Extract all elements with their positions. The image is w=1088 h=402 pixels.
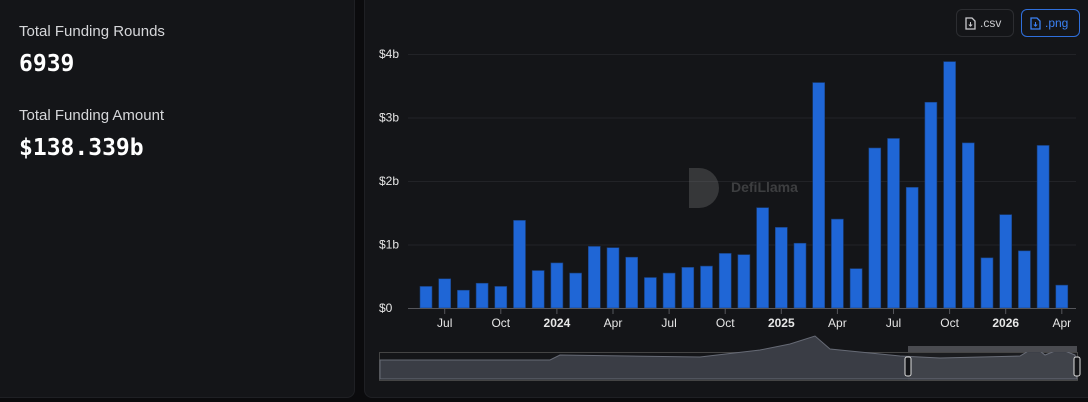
- total-rounds-label: Total Funding Rounds: [19, 23, 165, 40]
- bar-2024-04[interactable]: [606, 247, 620, 309]
- bar-2025-10[interactable]: [943, 61, 956, 309]
- bar-2024-03[interactable]: [587, 246, 601, 309]
- bar-2025-09[interactable]: [924, 101, 938, 309]
- y-tick-label: $4b: [379, 47, 399, 61]
- x-tick-label: 2025: [768, 316, 795, 330]
- bar-2024-10[interactable]: [718, 253, 732, 309]
- x-tick-label: Apr: [828, 316, 847, 330]
- x-tick-label: Oct: [716, 316, 735, 330]
- x-tick-label: Apr: [1052, 316, 1071, 330]
- slider-drag-bar[interactable]: [908, 346, 1077, 352]
- x-tick-label: 2024: [544, 316, 571, 330]
- x-tick-label: Jul: [437, 316, 452, 330]
- bar-2026-02[interactable]: [1018, 250, 1031, 309]
- download-png-button[interactable]: .png: [1021, 9, 1080, 37]
- bar-2026-04[interactable]: [1055, 284, 1069, 309]
- y-tick-label: $3b: [379, 111, 399, 125]
- slider-selected-range[interactable]: [908, 353, 1077, 381]
- bar-2026-01[interactable]: [999, 214, 1013, 309]
- x-tick-label: 2026: [992, 316, 1019, 330]
- bar-2024-08[interactable]: [681, 267, 695, 309]
- bar-2025-03[interactable]: [812, 82, 826, 309]
- y-tick-label: $0: [379, 301, 393, 315]
- watermark-text: DefiLlama: [731, 179, 798, 195]
- x-tick-label: Apr: [604, 316, 623, 330]
- bar-2024-01[interactable]: [550, 262, 564, 309]
- summary-panel: Total Funding Rounds 6939 Total Funding …: [0, 0, 355, 398]
- bar-2025-02[interactable]: [793, 242, 807, 309]
- bar-2024-02[interactable]: [569, 272, 582, 309]
- csv-label: .csv: [980, 16, 1002, 30]
- bar-2023-08[interactable]: [457, 289, 470, 309]
- total-rounds-value: 6939: [19, 51, 75, 77]
- bar-2025-05[interactable]: [849, 268, 863, 309]
- defillama-watermark: DefiLlama: [689, 168, 798, 208]
- bar-2023-12[interactable]: [531, 270, 545, 309]
- bar-2023-07[interactable]: [438, 278, 452, 309]
- bar-2026-03[interactable]: [1036, 145, 1050, 309]
- bar-2025-07[interactable]: [887, 138, 900, 309]
- bar-2025-01[interactable]: [774, 227, 788, 309]
- bar-2025-11[interactable]: [961, 142, 975, 309]
- bar-2023-09[interactable]: [475, 282, 489, 309]
- bar-2023-11[interactable]: [513, 220, 526, 309]
- y-tick-label: $1b: [379, 238, 399, 252]
- bar-2025-06[interactable]: [868, 147, 882, 309]
- x-tick-label: Oct: [940, 316, 959, 330]
- bar-2024-07[interactable]: [662, 272, 676, 309]
- slider-right-handle[interactable]: [1073, 356, 1081, 377]
- bar-2023-06[interactable]: [419, 286, 433, 309]
- bar-2025-04[interactable]: [831, 218, 844, 309]
- slider-left-handle[interactable]: [904, 356, 912, 377]
- file-download-icon: [965, 16, 976, 30]
- x-tick-label: Jul: [661, 316, 676, 330]
- bar-2024-09[interactable]: [700, 265, 713, 309]
- bar-2024-12[interactable]: [756, 207, 769, 309]
- file-image-icon: [1030, 16, 1041, 30]
- bar-2024-05[interactable]: [625, 256, 639, 309]
- total-amount-value: $138.339b: [19, 135, 144, 161]
- range-slider[interactable]: [379, 335, 1081, 381]
- total-amount-label: Total Funding Amount: [19, 107, 165, 124]
- png-label: .png: [1045, 16, 1069, 30]
- bar-2024-06[interactable]: [644, 277, 657, 309]
- y-tick-label: $2b: [379, 174, 399, 188]
- x-tick-label: Jul: [886, 316, 901, 330]
- bar-2025-12[interactable]: [980, 257, 994, 309]
- download-csv-button[interactable]: .csv: [956, 9, 1014, 37]
- x-tick-label: Oct: [491, 316, 510, 330]
- bar-2025-08[interactable]: [905, 187, 919, 309]
- bar-2023-10[interactable]: [494, 286, 508, 309]
- bar-2024-11[interactable]: [737, 254, 751, 309]
